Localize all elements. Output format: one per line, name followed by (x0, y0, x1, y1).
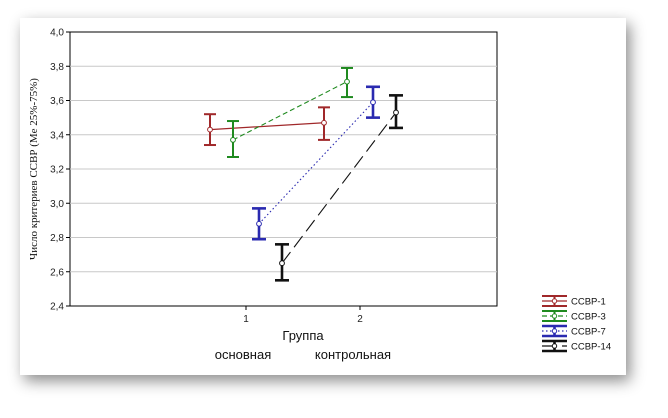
y-tick-label: 2,4 (50, 302, 64, 313)
y-tick-label: 2,8 (50, 233, 64, 244)
legend-marker (551, 298, 558, 304)
x-axis-title: Группа (282, 328, 324, 343)
group-label: основная (215, 347, 272, 362)
data-point (344, 78, 350, 85)
y-tick-label: 3,2 (50, 165, 64, 176)
y-tick-label: 2,6 (50, 267, 64, 278)
legend-label: ССВР-14 (571, 342, 611, 353)
data-point (279, 260, 285, 267)
series-line (209, 122, 325, 131)
y-tick-label: 3,6 (50, 96, 64, 107)
x-tick-label: 1 (243, 314, 249, 325)
data-point (207, 126, 213, 133)
y-tick-label: 3,4 (50, 130, 64, 141)
data-point (256, 220, 262, 227)
legend-marker (551, 313, 558, 319)
series-line (232, 81, 348, 141)
data-point (321, 119, 327, 126)
chart-frame: 2,4 2,6 2,8 3,0 3,2 3,4 3,6 3,8 4,0 1 2 Группа основ… (20, 18, 626, 375)
legend-label: ССВР-7 (571, 327, 606, 338)
data-point (230, 136, 236, 143)
y-tick-label: 3,8 (50, 62, 64, 73)
y-tick-label: 4,0 (50, 28, 64, 39)
series-line (281, 112, 397, 264)
legend-marker (551, 343, 558, 349)
chart-svg: 2,4 2,6 2,8 3,0 3,2 3,4 3,6 3,8 4,0 1 2 Группа основ… (28, 28, 611, 363)
y-axis-title: Число критериев ССВР (Me 25%-75%) (28, 78, 40, 260)
legend-label: ССВР-3 (571, 312, 606, 323)
y-tick-label: 3,0 (50, 199, 64, 210)
legend-label: ССВР-1 (571, 297, 606, 308)
data-point (393, 109, 399, 116)
legend-marker (551, 328, 558, 334)
data-point (370, 99, 376, 106)
x-tick-label: 2 (357, 314, 363, 325)
group-label: контрольная (315, 347, 391, 362)
